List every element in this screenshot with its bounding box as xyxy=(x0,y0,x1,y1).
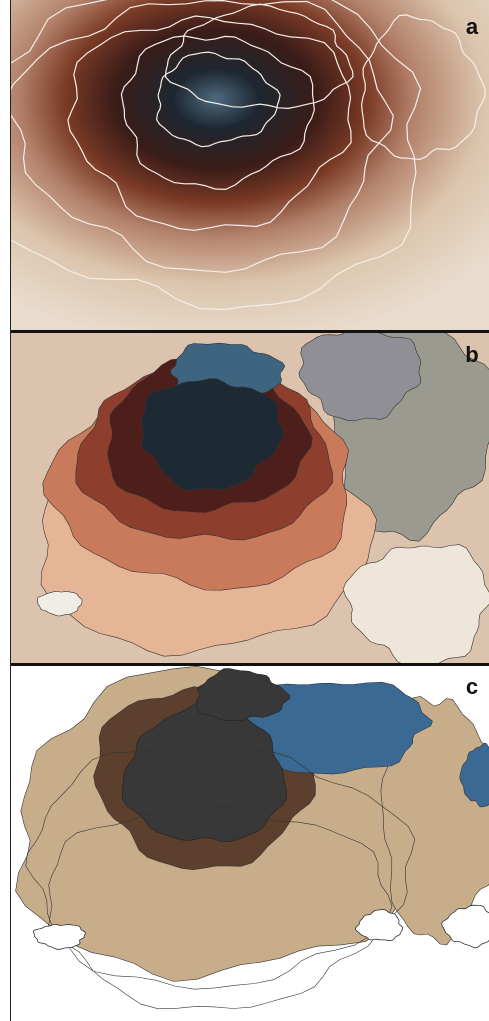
contour xyxy=(10,0,422,311)
panel-a xyxy=(10,0,489,330)
region xyxy=(36,590,83,617)
contour xyxy=(10,0,394,273)
panel-c xyxy=(10,666,489,1021)
region xyxy=(459,742,489,808)
hole xyxy=(32,923,86,950)
panel-label: b xyxy=(465,342,478,367)
contour xyxy=(48,806,393,1010)
contour xyxy=(155,51,281,148)
panel-label: a xyxy=(466,14,479,39)
region xyxy=(342,544,489,663)
panel-b xyxy=(10,333,489,663)
contour xyxy=(360,14,486,161)
contour xyxy=(25,746,416,990)
contour xyxy=(120,35,315,191)
region xyxy=(298,333,422,422)
margin xyxy=(0,0,10,1021)
region xyxy=(195,668,291,722)
hole xyxy=(441,904,489,949)
photo xyxy=(10,0,489,330)
panel-label: c xyxy=(466,674,478,699)
region xyxy=(141,378,284,491)
contour xyxy=(164,3,354,110)
hole xyxy=(355,908,404,942)
contour xyxy=(67,15,352,231)
